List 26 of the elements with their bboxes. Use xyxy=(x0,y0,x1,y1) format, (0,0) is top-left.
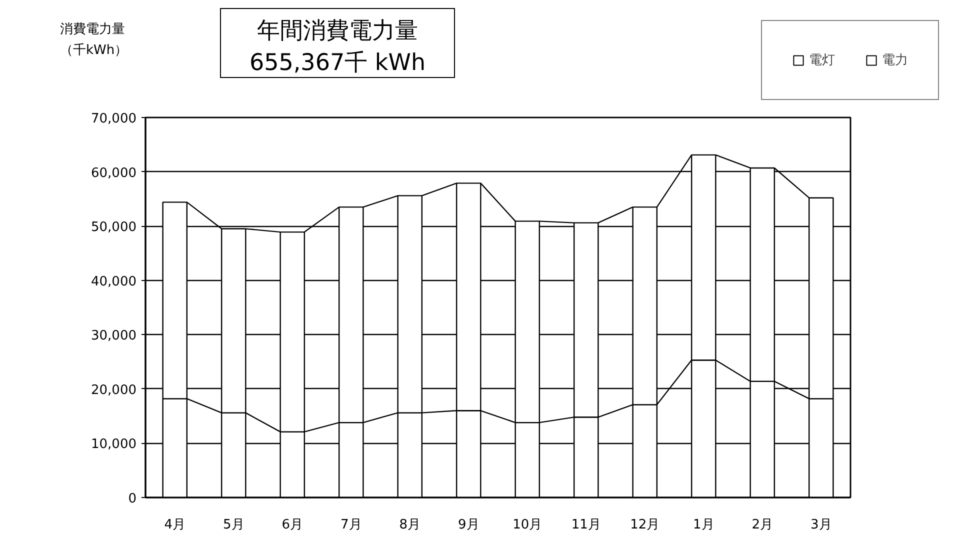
chart-subtitle: 655,367千 kWh xyxy=(249,50,426,76)
text: （千kWh） xyxy=(60,42,128,58)
x-tick-label: 5月 xyxy=(222,518,244,532)
y-tick-label: 30,000 xyxy=(91,328,137,344)
x-tick-label: 4月 xyxy=(164,518,186,532)
x-tick-label: 1月 xyxy=(692,518,714,532)
text: 消費電力量 xyxy=(60,22,125,37)
y-tick-label: 70,000 xyxy=(91,112,137,126)
x-tick-label: 8月 xyxy=(399,518,421,532)
y-tick-label: 20,000 xyxy=(91,382,137,398)
x-tick-label: 6月 xyxy=(282,518,304,532)
x-tick-label: 9月 xyxy=(458,518,480,532)
y-tick-label: 40,000 xyxy=(91,274,137,290)
x-tick-label: 3月 xyxy=(810,518,832,532)
x-tick-label: 10月 xyxy=(512,518,542,532)
y-tick-label: 0 xyxy=(128,492,137,506)
chart-title: 年間消費電力量 xyxy=(257,18,418,44)
y-tick-label: 60,000 xyxy=(91,166,137,181)
x-tick-label: 11月 xyxy=(571,518,601,532)
legend-label: 電灯 xyxy=(809,52,835,68)
x-tick-label: 2月 xyxy=(752,518,774,532)
legend-label: 電力 xyxy=(882,52,908,68)
y-tick-label: 50,000 xyxy=(91,220,137,236)
y-tick-label: 10,000 xyxy=(91,437,137,452)
x-tick-label: 7月 xyxy=(340,518,362,532)
x-tick-label: 12月 xyxy=(630,518,660,532)
